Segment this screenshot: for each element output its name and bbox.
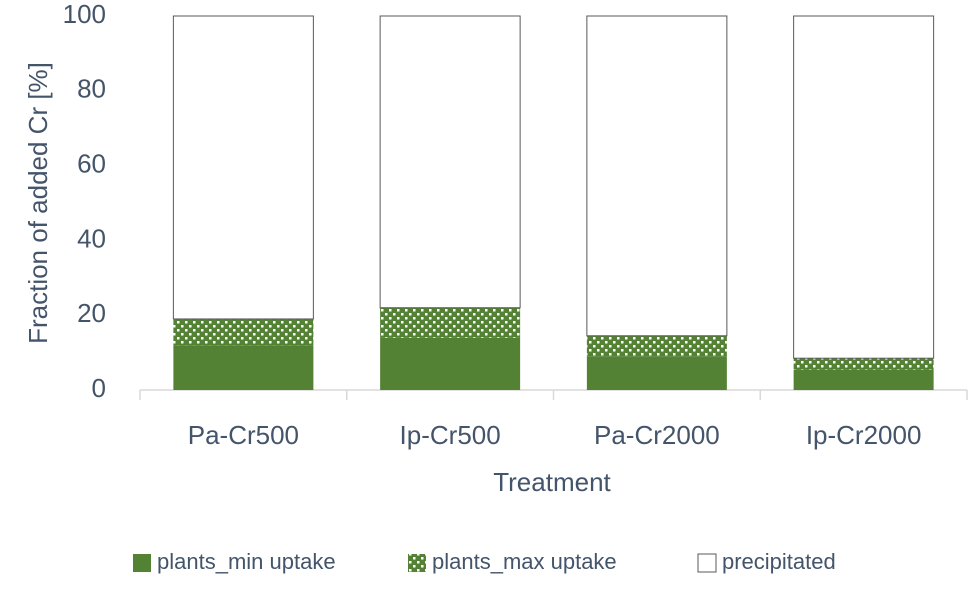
x-tick-label: Ip-Cr2000 <box>806 420 922 450</box>
y-tick-label: 100 <box>63 0 106 29</box>
bar-segment <box>586 335 727 357</box>
y-tick-label: 0 <box>92 373 106 403</box>
bar-segment <box>173 345 314 390</box>
bar-segment <box>172 15 314 320</box>
y-tick-label: 40 <box>77 223 106 253</box>
legend-label: precipitated <box>722 549 836 574</box>
bar-segment <box>586 15 728 337</box>
bar-segment <box>586 356 727 390</box>
legend-label: plants_max uptake <box>432 549 617 574</box>
x-axis-title: Treatment <box>493 467 611 497</box>
y-tick-label: 60 <box>77 148 106 178</box>
bar-segment <box>380 337 521 390</box>
bar-segment <box>793 15 935 359</box>
x-tick-label: Ip-Cr500 <box>400 420 501 450</box>
legend-label: plants_min uptake <box>157 549 336 574</box>
y-tick-label: 20 <box>77 298 106 328</box>
legend-marker <box>133 554 151 572</box>
x-tick-label: Pa-Cr2000 <box>594 420 720 450</box>
legend-marker <box>697 553 717 573</box>
x-tick-label: Pa-Cr500 <box>188 420 299 450</box>
bar-segment <box>793 369 934 390</box>
bar-segment <box>380 307 521 338</box>
y-tick-label: 80 <box>77 74 106 104</box>
bar-segment <box>793 358 934 370</box>
y-axis-title: Fraction of added Cr [%] <box>23 62 53 344</box>
bar-segment <box>173 318 314 346</box>
bar-segment <box>379 15 521 309</box>
legend-marker <box>408 554 426 572</box>
